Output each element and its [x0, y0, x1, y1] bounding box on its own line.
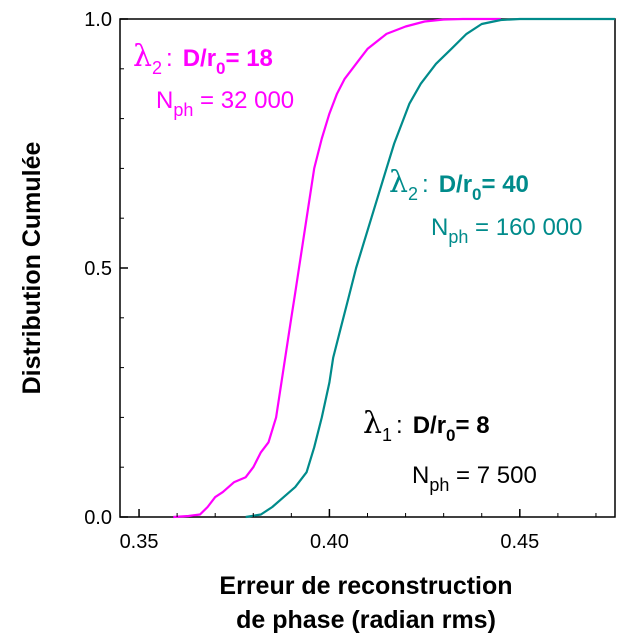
annotation-teal-line1: λ2: D/r0= 40: [389, 165, 529, 204]
lambda-symbol: λ: [133, 39, 152, 74]
x-tick-label: 0.35: [120, 531, 159, 553]
x-tick-label: 0.45: [500, 531, 539, 553]
nph-subscript: ph: [429, 475, 449, 495]
nph-subscript: ph: [173, 100, 193, 120]
d-over-r-label: D/r: [183, 45, 216, 72]
nph-value: = 160 000: [468, 214, 582, 241]
d-over-r-value: = 18: [226, 45, 273, 72]
x-axis-title-line1: Erreur de reconstruction: [219, 572, 512, 600]
nph-value: = 7 500: [449, 462, 536, 489]
series-layer: [173, 17, 615, 519]
y-tick-label: 1.0: [84, 9, 112, 31]
y-tick-label: 0.0: [84, 507, 112, 529]
x-tick-label: 0.40: [310, 531, 349, 553]
annotation-black-line2: Nph = 7 500: [412, 462, 537, 495]
series-line-0: [173, 17, 501, 519]
annotation-black: λ1: D/r0= 8 Nph = 7 500: [363, 406, 537, 495]
y-tick-label: 0.5: [84, 258, 112, 280]
annotation-teal: λ2: D/r0= 40 Nph = 160 000: [389, 165, 582, 247]
d-over-r-subscript: 0: [446, 426, 455, 445]
nph-label: N: [431, 214, 448, 241]
annotation-magenta-line1: λ2: D/r0= 18: [133, 39, 273, 78]
lambda-subscript: 2: [152, 58, 162, 78]
nph-label: N: [412, 462, 429, 489]
annotation-teal-line2: Nph = 160 000: [431, 214, 582, 247]
d-over-r-subscript: 0: [472, 185, 481, 204]
y-axis-title: Distribution Cumulée: [18, 142, 46, 395]
series-line-1: [245, 17, 615, 519]
annotation-colon: :: [396, 412, 403, 439]
lambda-symbol: λ: [389, 165, 408, 200]
x-axis: 0.35 0.40 0.45: [120, 509, 597, 553]
d-over-r-value: = 40: [482, 171, 529, 198]
nph-subscript: ph: [448, 227, 468, 247]
y-axis: 0.0 0.5 1.0: [84, 9, 128, 529]
d-over-r-label: D/r: [439, 171, 472, 198]
d-over-r-subscript: 0: [216, 59, 225, 78]
nph-value: = 32 000: [193, 87, 294, 114]
d-over-r-value: = 8: [456, 412, 490, 439]
annotation-magenta: λ2: D/r0= 18 Nph = 32 000: [133, 39, 294, 120]
annotation-magenta-line2: Nph = 32 000: [156, 87, 294, 120]
lambda-subscript: 1: [382, 425, 392, 445]
lambda-subscript: 2: [408, 184, 418, 204]
annotation-colon: :: [166, 45, 173, 72]
annotation-black-line1: λ1: D/r0= 8: [363, 406, 490, 445]
annotation-colon: :: [422, 171, 429, 198]
lambda-symbol: λ: [363, 406, 382, 441]
x-axis-title-line2: de phase (radian rms): [236, 606, 496, 634]
d-over-r-label: D/r: [413, 412, 446, 439]
nph-label: N: [156, 87, 173, 114]
